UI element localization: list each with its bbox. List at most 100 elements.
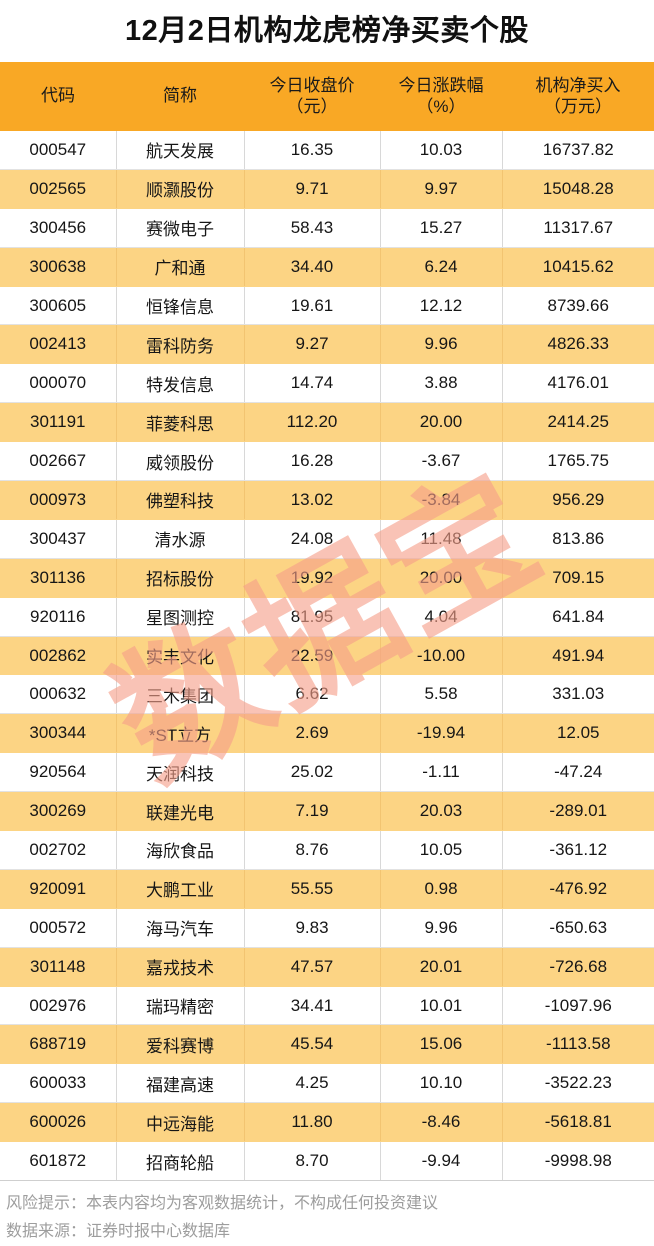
cell-net: -361.12 (502, 830, 654, 870)
table-row: 002862 实丰文化 22.59 -10.00 491.94 (0, 636, 654, 676)
cell-code: 301136 (0, 558, 117, 598)
cell-change: 3.88 (380, 363, 503, 404)
cell-code: 301191 (0, 402, 117, 443)
cell-net: -726.68 (502, 947, 654, 987)
cell-net: 2414.25 (502, 402, 654, 443)
table-row: 002667 威领股份 16.28 -3.67 1765.75 (0, 441, 654, 482)
table-row: 000572 海马汽车 9.83 9.96 -650.63 (0, 908, 654, 948)
cell-net: 709.15 (502, 558, 654, 598)
cell-name: 爱科赛博 (116, 1024, 245, 1065)
table-row: 000973 佛塑科技 13.02 -3.84 956.29 (0, 480, 654, 520)
cell-name: 恒锋信息 (116, 286, 245, 326)
cell-change: -8.46 (380, 1102, 503, 1143)
cell-code: 301148 (0, 947, 117, 987)
cell-change: 15.27 (380, 208, 503, 248)
cell-code: 000070 (0, 363, 117, 404)
cell-code: 000547 (0, 131, 117, 170)
table-row: 920091 大鹏工业 55.55 0.98 -476.92 (0, 869, 654, 909)
cell-price: 6.62 (244, 674, 381, 715)
cell-price: 19.61 (244, 286, 381, 326)
cell-code: 002976 (0, 986, 117, 1026)
cell-net: 813.86 (502, 519, 654, 559)
table-row: 920564 天润科技 25.02 -1.11 -47.24 (0, 752, 654, 793)
cell-net: -47.24 (502, 752, 654, 793)
table-row: 600033 福建高速 4.25 10.10 -3522.23 (0, 1063, 654, 1104)
cell-name: 瑞玛精密 (116, 986, 245, 1026)
page-title: 12月2日机构龙虎榜净买卖个股 (125, 14, 529, 47)
column-header-change: 今日涨跌幅 （%） (380, 62, 502, 131)
column-header-code: 代码 (0, 62, 116, 131)
cell-name: 三木集团 (116, 674, 245, 715)
cell-net: 641.84 (502, 597, 654, 637)
cell-change: 15.06 (380, 1024, 503, 1065)
cell-name: 大鹏工业 (116, 869, 245, 909)
table-header-row: 代码 简称 今日收盘价 （元） 今日涨跌幅 （%） 机构净买入 （万元） (0, 62, 654, 131)
table-row: 000547 航天发展 16.35 10.03 16737.82 (0, 131, 654, 170)
cell-net: 491.94 (502, 636, 654, 676)
cell-code: 300638 (0, 247, 117, 287)
cell-code: 300437 (0, 519, 117, 559)
column-header-change-unit: （%） (416, 96, 466, 116)
cell-code: 600033 (0, 1063, 117, 1104)
column-header-net-label: 机构净买入 (535, 75, 621, 95)
cell-price: 4.25 (244, 1063, 381, 1104)
column-header-name: 简称 (116, 62, 244, 131)
cell-name: 顺灏股份 (116, 169, 245, 209)
source-note: 数据来源：证券时报中心数据库 (6, 1223, 231, 1241)
cell-price: 13.02 (244, 480, 381, 520)
cell-change: -1.11 (380, 752, 503, 793)
cell-name: 菲菱科思 (116, 402, 245, 443)
cell-price: 34.41 (244, 986, 381, 1026)
table-row: 300456 赛微电子 58.43 15.27 11317.67 (0, 208, 654, 248)
cell-price: 14.74 (244, 363, 381, 404)
cell-name: 海欣食品 (116, 830, 245, 870)
cell-code: 002667 (0, 441, 117, 482)
cell-change: 9.97 (380, 169, 503, 209)
cell-code: 002565 (0, 169, 117, 209)
cell-change: 10.03 (380, 131, 503, 170)
cell-price: 55.55 (244, 869, 381, 909)
cell-change: 10.05 (380, 830, 503, 870)
cell-price: 11.80 (244, 1102, 381, 1143)
cell-net: 956.29 (502, 480, 654, 520)
table-row: 300638 广和通 34.40 6.24 10415.62 (0, 247, 654, 287)
cell-name: 嘉戎技术 (116, 947, 245, 987)
title-bar: 12月2日机构龙虎榜净买卖个股 (0, 0, 654, 62)
table-row: 301148 嘉戎技术 47.57 20.01 -726.68 (0, 947, 654, 987)
cell-change: -3.67 (380, 441, 503, 482)
cell-price: 19.92 (244, 558, 381, 598)
cell-net: 16737.82 (502, 131, 654, 170)
table-row: 002702 海欣食品 8.76 10.05 -361.12 (0, 830, 654, 870)
cell-price: 9.83 (244, 908, 381, 948)
cell-change: 5.58 (380, 674, 503, 715)
cell-name: 航天发展 (116, 131, 245, 170)
cell-net: 4176.01 (502, 363, 654, 404)
cell-code: 002862 (0, 636, 117, 676)
cell-name: 雷科防务 (116, 324, 245, 365)
cell-net: -3522.23 (502, 1063, 654, 1104)
cell-change: -3.84 (380, 480, 503, 520)
cell-code: 920091 (0, 869, 117, 909)
cell-name: 清水源 (116, 519, 245, 559)
cell-name: 中远海能 (116, 1102, 245, 1143)
footer: 风险提示：本表内容均为客观数据统计，不构成任何投资建议 数据来源：证券时报中心数… (0, 1181, 654, 1246)
cell-name: 佛塑科技 (116, 480, 245, 520)
table-row: 000070 特发信息 14.74 3.88 4176.01 (0, 363, 654, 404)
cell-name: 实丰文化 (116, 636, 245, 676)
cell-name: 招商轮船 (116, 1141, 245, 1182)
risk-note: 风险提示：本表内容均为客观数据统计，不构成任何投资建议 (6, 1195, 439, 1213)
cell-code: 300605 (0, 286, 117, 326)
cell-change: 9.96 (380, 324, 503, 365)
cell-net: 11317.67 (502, 208, 654, 248)
cell-name: 特发信息 (116, 363, 245, 404)
cell-change: 20.00 (380, 402, 503, 443)
cell-change: -9.94 (380, 1141, 503, 1182)
table-row: 600026 中远海能 11.80 -8.46 -5618.81 (0, 1102, 654, 1143)
cell-price: 47.57 (244, 947, 381, 987)
table-row: 688719 爱科赛博 45.54 15.06 -1113.58 (0, 1024, 654, 1065)
cell-net: 15048.28 (502, 169, 654, 209)
cell-price: 24.08 (244, 519, 381, 559)
cell-code: 300344 (0, 713, 117, 754)
cell-price: 45.54 (244, 1024, 381, 1065)
cell-net: 1765.75 (502, 441, 654, 482)
